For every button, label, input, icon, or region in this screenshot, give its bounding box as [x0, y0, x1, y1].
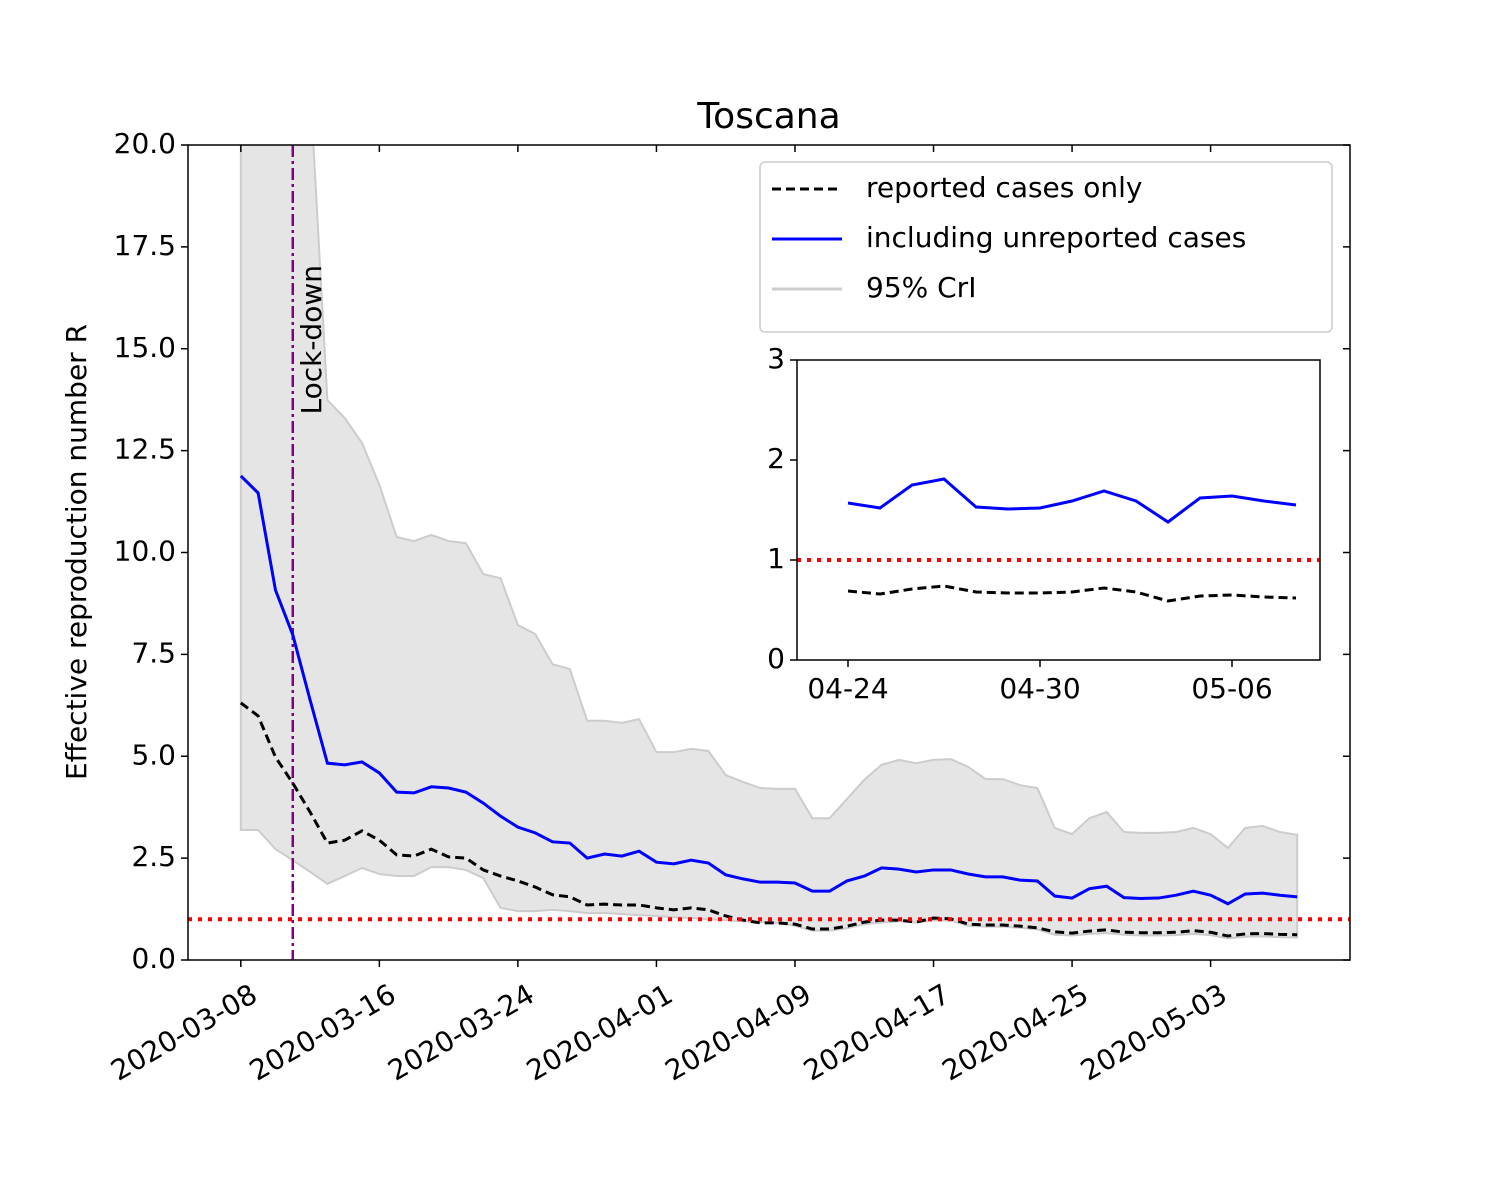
y-tick-label: 0 [767, 642, 785, 675]
series-line [239, 701, 1298, 938]
lockdown-label: Lock-down [295, 265, 328, 415]
y-tick-label: 0.0 [131, 942, 176, 975]
series-line [847, 584, 1297, 603]
x-tick-label: 04-24 [807, 672, 888, 705]
y-tick-label: 5.0 [131, 738, 176, 771]
y-tick-label: 1 [767, 542, 785, 575]
plot-frame [796, 359, 1321, 661]
x-tick-label: 04-30 [999, 672, 1080, 705]
legend-label: 95% CrI [866, 271, 976, 304]
y-axis-label: Effective reproduction number R [60, 324, 93, 780]
chart-title: Toscana [696, 96, 840, 137]
series-line [847, 477, 1297, 524]
credible-band [239, 145, 1299, 940]
y-tick-label: 7.5 [131, 636, 176, 669]
legend-label: including unreported cases [866, 221, 1246, 254]
y-tick-label: 15.0 [114, 331, 176, 364]
y-tick-label: 17.5 [114, 229, 176, 262]
x-tick-label: 05-06 [1191, 672, 1272, 705]
y-tick-label: 2.5 [131, 840, 176, 873]
y-tick-label: 2 [767, 442, 785, 475]
y-tick-label: 20.0 [114, 127, 176, 160]
plot-layer [239, 145, 1299, 960]
legend-label: reported cases only [866, 171, 1143, 204]
y-tick-label: 12.5 [114, 433, 176, 466]
legend-box [759, 161, 1333, 333]
plot-area [797, 360, 1320, 660]
y-tick-label: 3 [767, 342, 785, 375]
y-tick-label: 10.0 [114, 535, 176, 568]
series-line [239, 474, 1298, 906]
plot-layer [847, 477, 1297, 603]
